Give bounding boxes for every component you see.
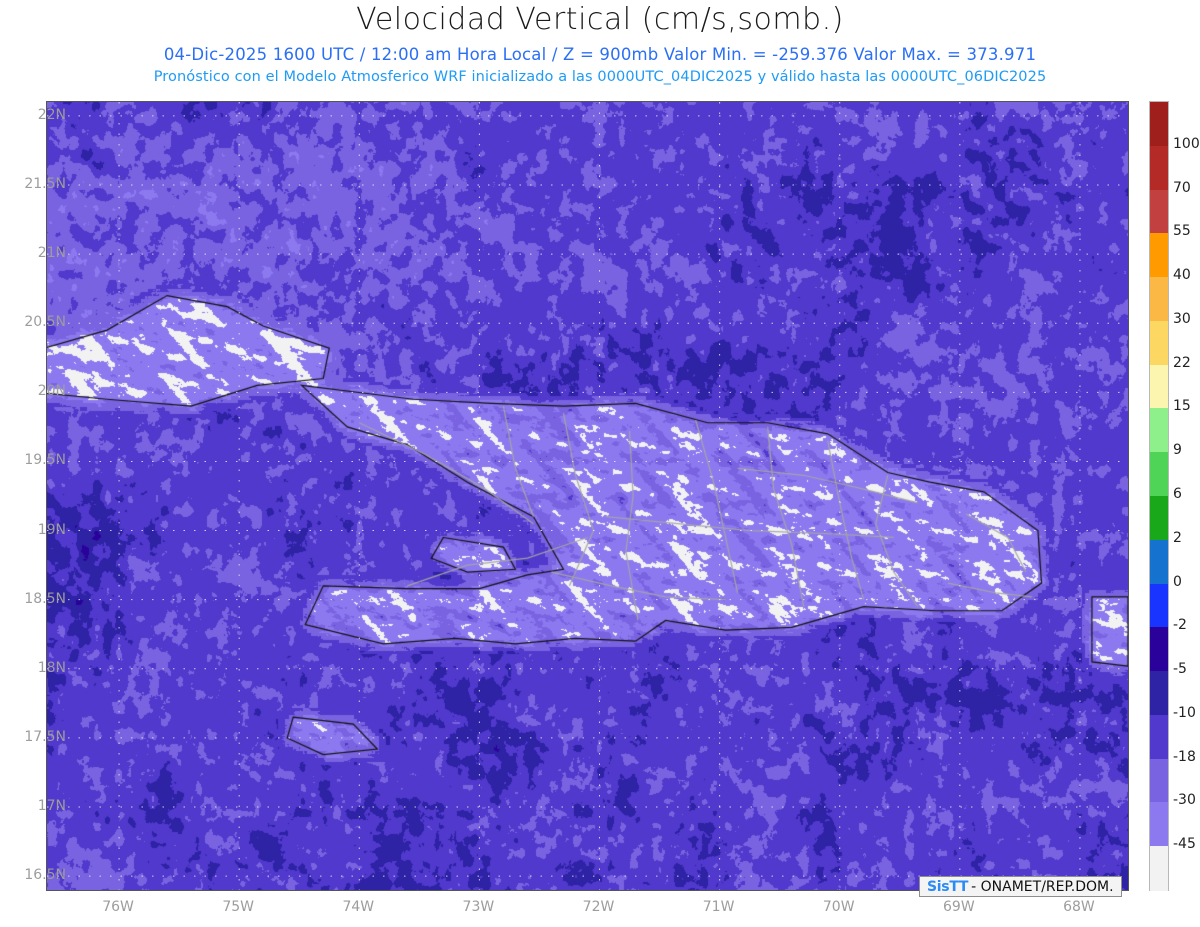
colorbar-band [1150, 277, 1168, 322]
organization-label: - ONAMET/REP.DOM. [971, 879, 1114, 895]
colorbar-tick-label: 6 [1173, 486, 1182, 502]
lat-tick-label: 16.5N [24, 867, 66, 884]
lat-tick-label: 19.5N [24, 452, 66, 469]
colorbar-tick-label: 9 [1173, 442, 1182, 459]
lon-tick-label: 74W [342, 899, 375, 915]
colorbar-band [1150, 583, 1168, 628]
lon-tick-label: 70W [822, 899, 855, 915]
colorbar-band [1150, 627, 1168, 672]
lat-tick-label: 18.5N [24, 590, 66, 607]
chart-header: Velocidad Vertical (cm/s,somb.) 04-Dic-2… [0, 0, 1200, 95]
colorbar-tick-label: -18 [1173, 748, 1196, 765]
colorbar-band [1150, 233, 1168, 278]
colorbar-tick-label: 0 [1173, 573, 1182, 590]
colorbar-tick-label: 22 [1173, 354, 1191, 371]
colorbar [1149, 101, 1169, 891]
lon-tick-label: 75W [222, 899, 254, 915]
lat-tick-label: 20N [37, 383, 66, 400]
lon-tick-label: 71W [702, 899, 735, 915]
colorbar-band [1150, 145, 1168, 191]
colorbar-band [1150, 846, 1168, 891]
lon-tick-label: 73W [462, 899, 495, 915]
colorbar-band [1150, 364, 1168, 410]
map-plot-area [46, 101, 1129, 891]
colorbar-band [1150, 802, 1168, 847]
colorbar-band [1150, 671, 1168, 716]
colorbar-tick-label: 100 [1173, 135, 1200, 152]
lat-tick-label: 21N [37, 245, 66, 262]
colorbar-band [1150, 758, 1168, 804]
lon-tick-label: 68W [1063, 899, 1095, 915]
lat-tick-label: 17.5N [24, 728, 66, 745]
colorbar-tick-label: -10 [1173, 704, 1196, 721]
colorbar-tick-label: 15 [1173, 398, 1191, 415]
lat-tick-label: 20.5N [24, 314, 66, 331]
lat-tick-label: 21.5N [24, 175, 66, 192]
colorbar-tick-label: -45 [1173, 836, 1196, 853]
colorbar-band [1150, 102, 1168, 147]
page-title: Velocidad Vertical (cm/s,somb.) [356, 2, 844, 37]
colorbar-tick-label: 70 [1173, 179, 1191, 196]
colorbar-tick-label: -5 [1173, 661, 1187, 678]
colorbar-tick-label: 2 [1173, 529, 1182, 546]
colorbar-tick-label: 55 [1173, 223, 1191, 240]
lon-tick-label: 76W [102, 899, 134, 915]
colorbar-band [1150, 320, 1168, 366]
colorbar-band [1150, 408, 1168, 453]
lat-tick-label: 22N [37, 106, 66, 123]
subtitle-model-info: Pronóstico con el Modelo Atmosferico WRF… [153, 69, 1047, 85]
lat-tick-label: 17N [37, 798, 66, 815]
colorbar-tick-label: -30 [1173, 792, 1196, 809]
lat-tick-label: 18N [37, 659, 66, 676]
colorbar-tick-label: -2 [1173, 617, 1187, 634]
attribution-badge: SisTT - ONAMET/REP.DOM. [919, 876, 1122, 897]
colorbar-band [1150, 189, 1168, 234]
lon-tick-label: 69W [943, 899, 975, 915]
colorbar-band [1150, 539, 1168, 585]
lat-tick-label: 19N [37, 521, 66, 538]
brand-label: SisTT [927, 879, 969, 895]
colorbar-band [1150, 714, 1168, 760]
subtitle-run-info: 04-Dic-2025 1600 UTC / 12:00 am Hora Loc… [163, 45, 1037, 64]
vertical-velocity-field [47, 102, 1128, 890]
colorbar-band [1150, 496, 1168, 541]
colorbar-band [1150, 452, 1168, 497]
colorbar-tick-label: 30 [1173, 310, 1191, 327]
lon-tick-label: 72W [582, 899, 615, 915]
colorbar-tick-label: 40 [1173, 267, 1191, 284]
